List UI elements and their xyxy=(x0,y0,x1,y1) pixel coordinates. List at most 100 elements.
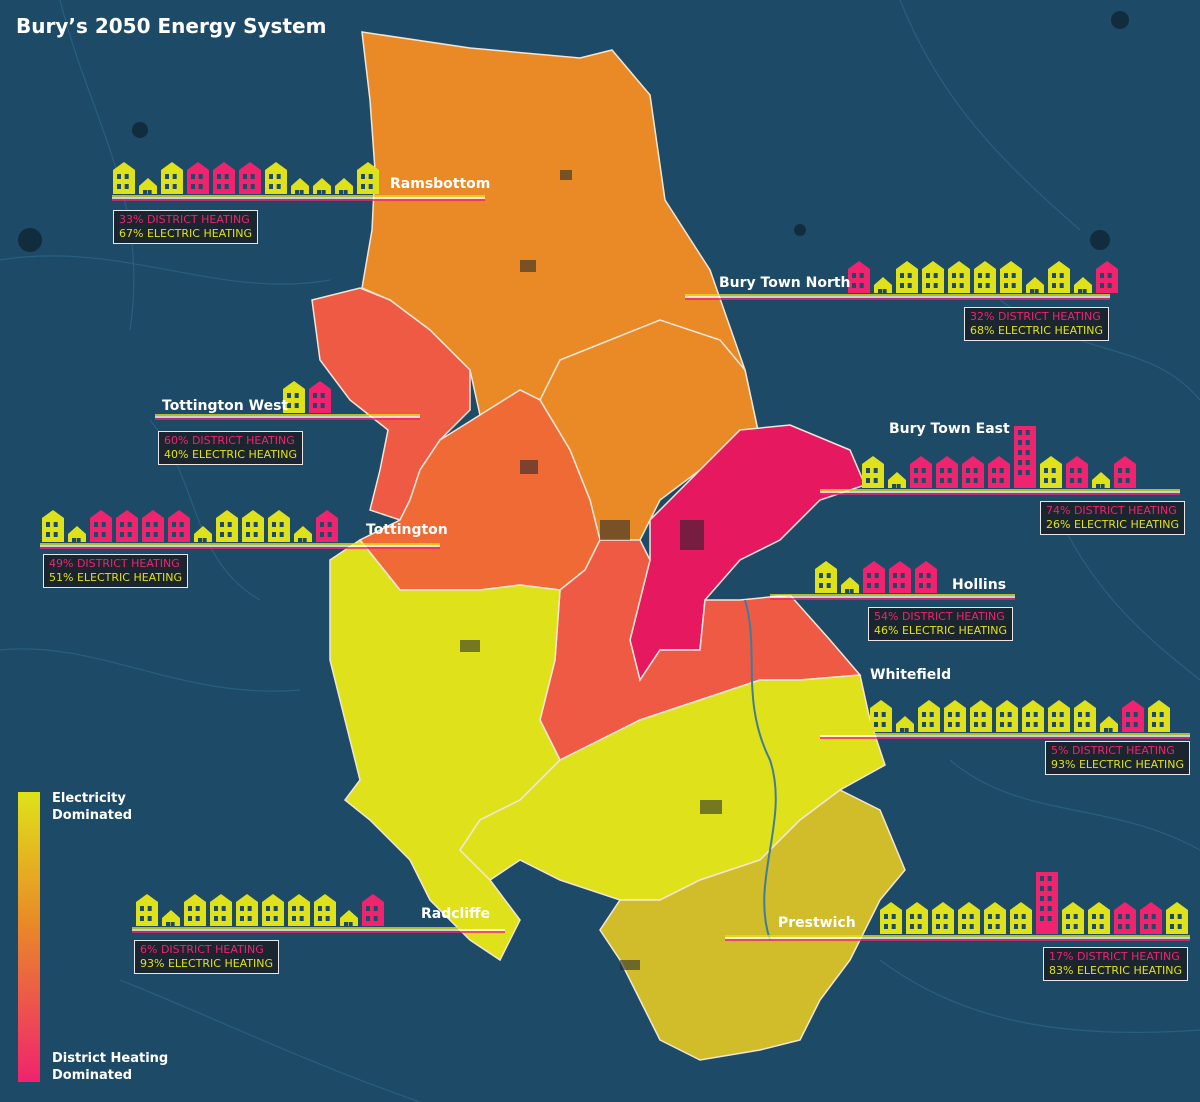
water-bodies xyxy=(18,11,1129,252)
area-label-whitefield: Whitefield xyxy=(870,667,952,683)
electric-heating-stat: 93% ELECTRIC HEATING xyxy=(1051,758,1185,771)
house-icon xyxy=(194,526,212,543)
house-icon xyxy=(216,510,238,542)
house-icon xyxy=(335,178,353,195)
house-icon xyxy=(962,456,984,488)
house-icon xyxy=(970,700,992,732)
house-icon xyxy=(984,902,1006,934)
house-icon xyxy=(1166,902,1188,934)
house-icon xyxy=(918,700,940,732)
ward-prestwich xyxy=(599,789,906,1061)
district-heating-stat: 33% DISTRICT HEATING xyxy=(119,213,250,226)
electric-heating-stat: 67% ELECTRIC HEATING xyxy=(119,227,253,240)
house-icon xyxy=(213,162,235,194)
house-icon xyxy=(910,456,932,488)
stat-box-bury-town-east: 74% DISTRICT HEATING 26% ELECTRIC HEATIN… xyxy=(1040,501,1186,535)
area-label-radcliffe: Radcliffe xyxy=(421,906,490,922)
area-label-prestwich: Prestwich xyxy=(778,915,856,931)
house-icon xyxy=(1114,456,1136,488)
stat-box-bury-town-north: 32% DISTRICT HEATING 68% ELECTRIC HEATIN… xyxy=(964,307,1110,341)
area-label-tottington-west: Tottington West xyxy=(162,398,289,414)
house-icon xyxy=(316,510,338,542)
electric-heating-stat: 40% ELECTRIC HEATING xyxy=(164,448,298,461)
house-icon xyxy=(1014,426,1036,488)
electric-heating-stat: 51% ELECTRIC HEATING xyxy=(49,571,183,584)
legend-top-label: Electricity Dominated xyxy=(52,791,133,823)
house-icon xyxy=(862,456,884,488)
house-icon xyxy=(996,700,1018,732)
district-heating-stat: 49% DISTRICT HEATING xyxy=(49,557,180,570)
electric-heating-stat: 46% ELECTRIC HEATING xyxy=(874,624,1008,637)
house-icon xyxy=(896,716,914,733)
area-label-tottington: Tottington xyxy=(366,522,448,538)
house-icon xyxy=(242,510,264,542)
house-icon xyxy=(187,162,209,194)
house-icon xyxy=(309,381,331,413)
district-heating-stat: 32% DISTRICT HEATING xyxy=(970,310,1101,323)
district-heating-stat: 60% DISTRICT HEATING xyxy=(164,434,295,447)
house-icon xyxy=(1026,277,1044,294)
electric-heating-stat: 26% ELECTRIC HEATING xyxy=(1046,518,1180,531)
house-icon xyxy=(268,510,290,542)
house-icon xyxy=(90,510,112,542)
house-icon xyxy=(239,162,261,194)
house-icon xyxy=(915,561,937,593)
house-icon xyxy=(1000,261,1022,293)
district-heating-stat: 17% DISTRICT HEATING xyxy=(1049,950,1180,963)
house-icon xyxy=(262,894,284,926)
house-icon xyxy=(1140,902,1162,934)
house-icon xyxy=(1122,700,1144,732)
house-icon xyxy=(888,472,906,489)
house-icon xyxy=(68,526,86,543)
house-icon xyxy=(236,894,258,926)
house-icon xyxy=(1074,277,1092,294)
house-icon xyxy=(936,456,958,488)
river xyxy=(744,599,777,941)
house-icon xyxy=(142,510,164,542)
house-icon xyxy=(815,561,837,593)
house-icon xyxy=(184,894,206,926)
house-icon xyxy=(357,162,379,194)
house-icon xyxy=(1088,902,1110,934)
house-icon xyxy=(1148,700,1170,732)
house-icon xyxy=(1040,456,1062,488)
house-icon xyxy=(1066,456,1088,488)
house-icon xyxy=(1036,872,1058,934)
house-icon xyxy=(944,700,966,732)
electric-heating-stat: 68% ELECTRIC HEATING xyxy=(970,324,1104,337)
house-icon xyxy=(974,261,996,293)
house-icon xyxy=(906,902,928,934)
house-icon xyxy=(848,261,870,293)
house-icon xyxy=(283,381,305,413)
page-title: Bury’s 2050 Energy System xyxy=(16,14,327,38)
house-icon xyxy=(932,902,954,934)
house-icon xyxy=(1074,700,1096,732)
stat-box-tottington-west: 60% DISTRICT HEATING 40% ELECTRIC HEATIN… xyxy=(158,431,304,465)
house-icon xyxy=(265,162,287,194)
house-icon xyxy=(870,700,892,732)
stat-box-whitefield: 5% DISTRICT HEATING 93% ELECTRIC HEATING xyxy=(1045,741,1191,775)
district-heating-stat: 74% DISTRICT HEATING xyxy=(1046,504,1177,517)
house-icon xyxy=(291,178,309,195)
house-icon xyxy=(1048,700,1070,732)
house-icon xyxy=(1114,902,1136,934)
district-heating-stat: 6% DISTRICT HEATING xyxy=(140,943,264,956)
legend-gradient-bar xyxy=(18,792,40,1082)
house-icon xyxy=(136,894,158,926)
house-icon xyxy=(362,894,384,926)
house-icon xyxy=(1100,716,1118,733)
district-heating-stat: 54% DISTRICT HEATING xyxy=(874,610,1005,623)
house-icon xyxy=(161,162,183,194)
house-icon xyxy=(139,178,157,195)
house-icon xyxy=(162,910,180,927)
stat-box-tottington: 49% DISTRICT HEATING 51% ELECTRIC HEATIN… xyxy=(43,554,189,588)
house-icon xyxy=(168,510,190,542)
house-icon xyxy=(948,261,970,293)
house-icon xyxy=(889,561,911,593)
house-icon xyxy=(880,902,902,934)
electric-heating-stat: 83% ELECTRIC HEATING xyxy=(1049,964,1183,977)
house-icon xyxy=(210,894,232,926)
ward-polygons xyxy=(311,31,906,1061)
house-icon xyxy=(314,894,336,926)
